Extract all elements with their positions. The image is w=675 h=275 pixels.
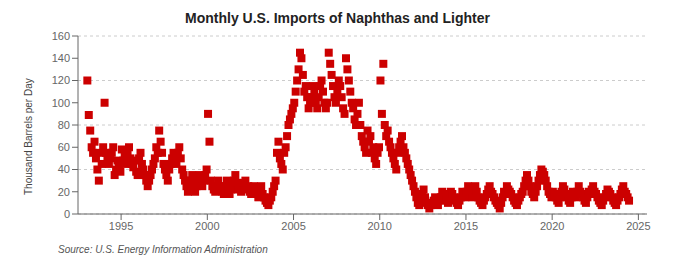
svg-text:1995: 1995 — [109, 220, 133, 232]
html-text:Source: U.S. Energy Informatio: Source: U.S. Energy Information Administ… — [58, 244, 268, 255]
svg-text:120: 120 — [52, 74, 70, 86]
svg-text:20: 20 — [58, 186, 70, 198]
html-text:Monthly U.S. Imports of Naphth: Monthly U.S. Imports of Naphthas and Lig… — [185, 10, 490, 26]
svg-text:160: 160 — [52, 30, 70, 42]
svg-text:140: 140 — [52, 52, 70, 64]
svg-text:100: 100 — [52, 97, 70, 109]
svg-text:80: 80 — [58, 119, 70, 131]
svg-text:2020: 2020 — [540, 220, 564, 232]
svg-text:2000: 2000 — [195, 220, 219, 232]
svg-text:Thousand Barrels per Day: Thousand Barrels per Day — [23, 78, 34, 195]
svg-text:2025: 2025 — [626, 220, 650, 232]
svg-text:2005: 2005 — [281, 220, 305, 232]
svg-text:60: 60 — [58, 141, 70, 153]
svg-text:0: 0 — [64, 208, 70, 220]
svg-text:2015: 2015 — [454, 220, 478, 232]
svg-text:40: 40 — [58, 163, 70, 175]
svg-text:2010: 2010 — [368, 220, 392, 232]
